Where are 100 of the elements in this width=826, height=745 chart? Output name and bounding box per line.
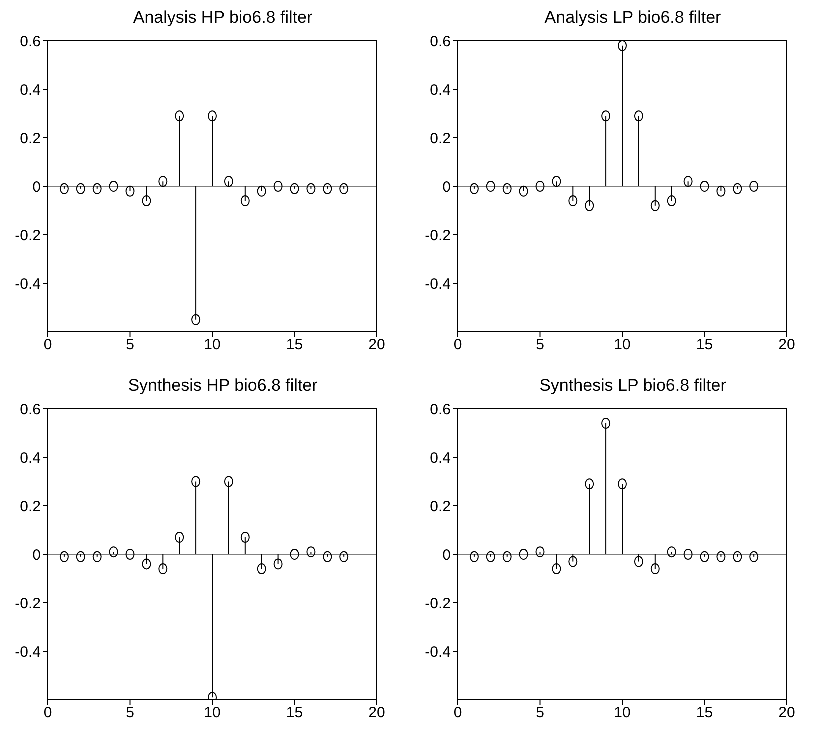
y-tick-label: 0.6 — [430, 401, 451, 418]
point — [76, 183, 86, 194]
point — [240, 532, 250, 544]
y-tick-label: 0.4 — [430, 450, 451, 467]
point — [175, 110, 184, 122]
point — [257, 564, 266, 575]
y-tick-label: 0.4 — [430, 82, 451, 99]
point — [618, 41, 627, 52]
x-tick-label: 20 — [778, 336, 796, 354]
x-tick-label: 15 — [696, 336, 714, 354]
point — [192, 314, 201, 326]
y-tick-label: -0.4 — [15, 644, 41, 661]
y-tick-label: 0.6 — [430, 33, 451, 50]
point — [602, 418, 611, 430]
point — [274, 181, 283, 192]
point — [568, 196, 578, 207]
point — [568, 556, 578, 568]
x-tick-label: 0 — [454, 704, 462, 722]
point — [519, 549, 528, 560]
x-tick-label: 15 — [286, 336, 304, 354]
point — [733, 183, 742, 194]
point — [667, 196, 676, 207]
x-tick-label: 0 — [454, 336, 462, 354]
x-tick-label: 15 — [286, 704, 304, 722]
x-tick-label: 5 — [536, 336, 544, 354]
point — [109, 546, 118, 558]
chart-title: Analysis HP bio6.8 filter — [132, 8, 314, 29]
x-tick-label: 0 — [44, 336, 52, 354]
point — [634, 556, 644, 568]
point — [486, 551, 496, 562]
point — [650, 200, 660, 212]
y-tick-label: 0.4 — [20, 450, 41, 467]
y-tick-label: 0 — [442, 178, 451, 196]
point — [552, 176, 562, 188]
point — [126, 549, 135, 560]
point — [158, 176, 168, 188]
y-tick-label: 0.6 — [20, 401, 41, 418]
chart-title: Synthesis LP bio6.8 filter — [538, 376, 728, 397]
y-tick-label: -0.4 — [425, 644, 451, 661]
point — [602, 110, 611, 122]
point — [634, 110, 644, 122]
point — [257, 186, 266, 197]
point — [306, 546, 316, 558]
x-tick-label: 5 — [126, 336, 134, 354]
x-tick-label: 10 — [614, 704, 631, 722]
point — [340, 551, 349, 562]
point — [667, 546, 676, 558]
x-tick-label: 5 — [126, 704, 134, 722]
x-tick-label: 10 — [614, 336, 631, 354]
point — [60, 551, 69, 562]
y-tick-label: -0.2 — [15, 595, 41, 612]
point — [750, 551, 759, 562]
point — [650, 564, 660, 575]
y-tick-label: 0 — [32, 546, 41, 564]
point — [306, 183, 316, 194]
point — [502, 183, 512, 194]
point — [700, 181, 710, 192]
x-tick-label: 20 — [368, 704, 386, 722]
y-tick-label: 0 — [32, 178, 41, 196]
chart-title: Synthesis HP bio6.8 filter — [127, 376, 319, 397]
point — [684, 549, 693, 560]
point — [733, 551, 742, 562]
point — [290, 549, 300, 560]
point — [126, 186, 135, 197]
point — [750, 181, 759, 192]
x-tick-label: 10 — [204, 336, 221, 354]
y-tick-label: 0.2 — [430, 498, 451, 516]
y-tick-label: -0.4 — [15, 276, 41, 293]
point — [142, 558, 152, 570]
point — [92, 551, 102, 562]
y-tick-label: 0.2 — [430, 130, 451, 148]
y-tick-label: -0.2 — [15, 227, 41, 244]
point — [175, 532, 184, 544]
point — [536, 546, 545, 558]
y-tick-label: -0.2 — [425, 227, 451, 244]
point — [470, 551, 479, 562]
point — [552, 564, 562, 575]
point — [519, 186, 528, 197]
y-tick-label: 0.2 — [20, 130, 41, 148]
x-tick-label: 10 — [204, 704, 221, 722]
x-tick-label: 15 — [696, 704, 714, 722]
point — [470, 183, 479, 194]
point — [92, 183, 102, 194]
x-tick-label: 20 — [368, 336, 386, 354]
point — [76, 551, 86, 562]
point — [158, 564, 168, 575]
point — [536, 181, 545, 192]
x-tick-label: 20 — [778, 704, 796, 722]
y-tick-label: 0.2 — [20, 498, 41, 516]
point — [684, 176, 693, 188]
point — [585, 200, 594, 212]
point — [240, 196, 250, 207]
point — [716, 551, 726, 562]
point — [224, 476, 234, 488]
point — [716, 186, 726, 197]
point — [60, 183, 69, 194]
point — [274, 558, 283, 570]
point — [142, 196, 152, 207]
point — [323, 183, 332, 194]
point — [486, 181, 496, 192]
